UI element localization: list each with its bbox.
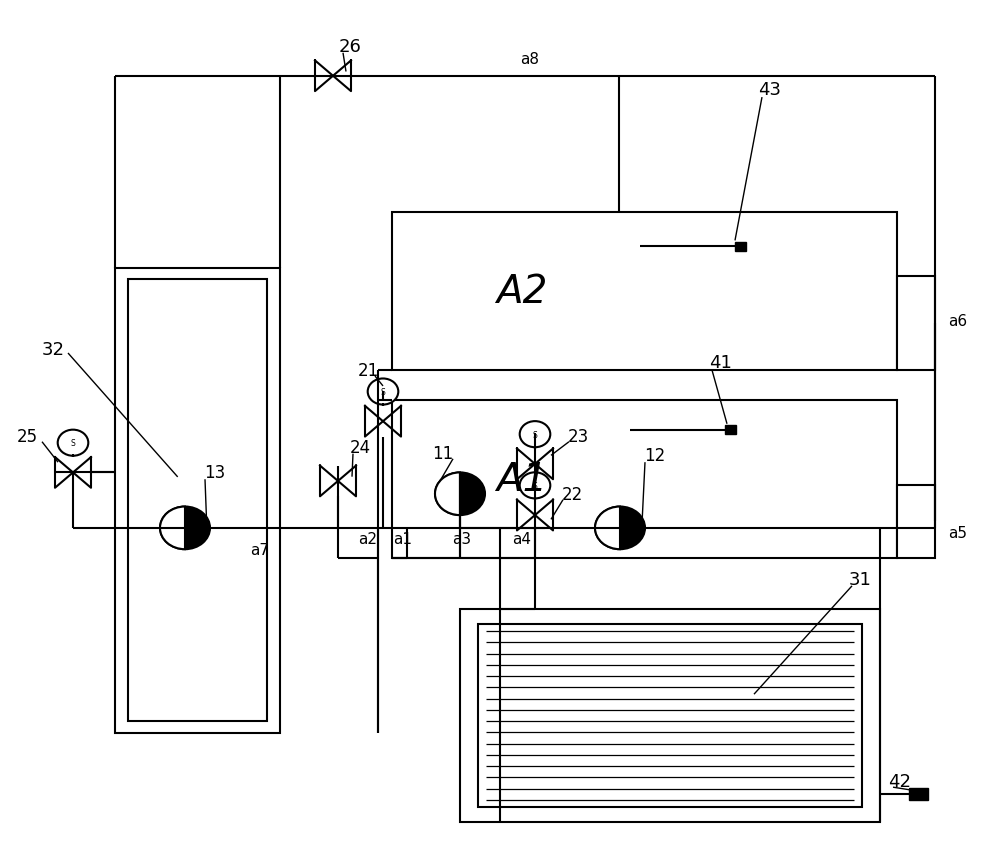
Text: 22: 22 [561, 485, 583, 504]
Text: 32: 32 [42, 340, 65, 359]
Text: 25: 25 [17, 427, 38, 446]
Bar [128, 279, 267, 722]
Bar [897, 486, 935, 558]
Text: 24: 24 [349, 438, 371, 457]
Text: a3: a3 [452, 532, 472, 547]
Bar [909, 789, 928, 799]
Text: 21: 21 [357, 361, 379, 380]
Text: 23: 23 [567, 427, 589, 446]
Text: 11: 11 [432, 444, 454, 463]
Text: 41: 41 [709, 353, 731, 371]
Bar [724, 426, 736, 435]
Text: A1: A1 [496, 460, 548, 498]
Bar [734, 242, 746, 252]
Bar [115, 268, 280, 733]
Circle shape [160, 507, 210, 550]
Text: A2: A2 [496, 273, 548, 311]
Text: a7: a7 [250, 542, 270, 557]
Circle shape [58, 430, 88, 456]
Text: a4: a4 [512, 532, 532, 547]
Circle shape [368, 379, 398, 405]
Text: 26: 26 [339, 37, 361, 56]
Text: 43: 43 [759, 80, 782, 99]
Text: a1: a1 [394, 531, 413, 546]
Text: S: S [533, 481, 537, 490]
Circle shape [435, 473, 485, 515]
Bar [392, 400, 897, 558]
Text: 31: 31 [849, 570, 871, 589]
Bar [897, 277, 935, 371]
Text: a5: a5 [948, 525, 967, 540]
Text: a2: a2 [358, 531, 378, 546]
Text: 12: 12 [644, 446, 666, 465]
Text: 13: 13 [204, 463, 226, 482]
Circle shape [520, 473, 550, 498]
Bar [460, 609, 880, 822]
Text: a8: a8 [520, 52, 539, 67]
Circle shape [520, 422, 550, 447]
Text: 42: 42 [889, 772, 912, 791]
Circle shape [595, 507, 645, 550]
Text: a6: a6 [948, 314, 967, 329]
Text: S: S [381, 388, 385, 396]
Bar [392, 213, 897, 371]
Text: S: S [71, 439, 75, 447]
Wedge shape [595, 507, 620, 550]
Bar [478, 625, 862, 807]
Wedge shape [160, 507, 185, 550]
Text: S: S [533, 430, 537, 439]
Wedge shape [435, 473, 460, 515]
